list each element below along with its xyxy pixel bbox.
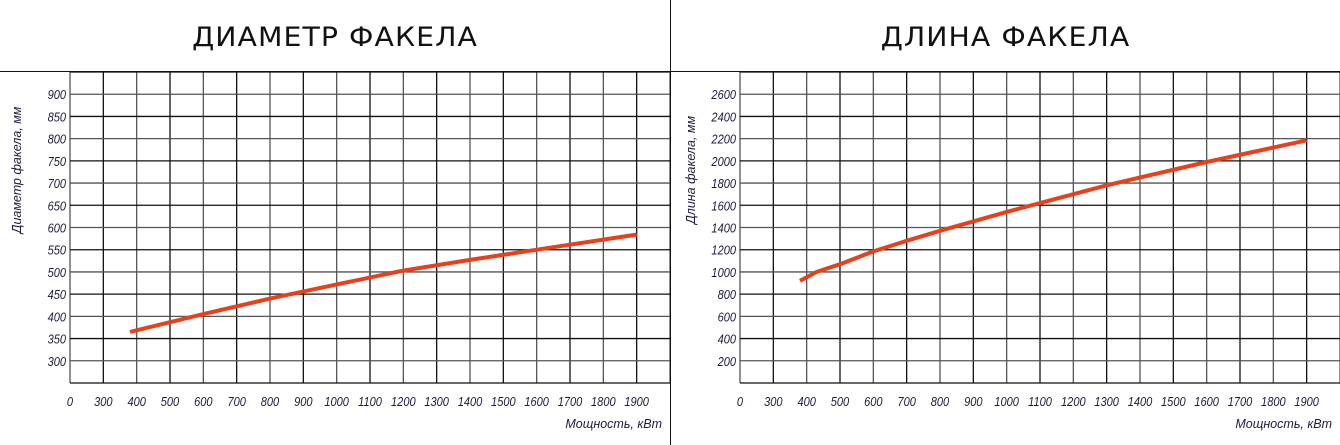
x-axis-label: Мощность, кВт [565,417,662,431]
x-tick-label: 1700 [1228,394,1253,409]
chart-title: ДЛИНА ФАКЕЛА [880,22,1131,53]
y-tick-label: 2400 [711,110,737,125]
x-tick-label: 1200 [391,394,416,409]
x-tick-label: 1500 [1161,394,1186,409]
x-tick-label: 1800 [1261,394,1286,409]
y-tick-label: 1400 [711,221,736,236]
y-tick-label: 2600 [711,87,737,102]
x-tick-label: 300 [764,394,783,409]
x-tick-label: 1400 [458,394,483,409]
chart-diameter: 0 300 400 500 600 700 800 900 1000 1100 1200 1300 14… [10,71,670,431]
chart-title: ДИАМЕТР ФАКЕЛА [192,22,478,53]
y-tick-label: 500 [48,265,67,280]
y-tick-label: 550 [48,243,67,258]
chart-panel-diameter: ДИАМЕТР ФАКЕЛА 0 300 400 500 600 700 800 900 100… [10,22,670,431]
y-tick-label: 1600 [711,198,736,213]
x-tick-label: 1300 [1094,394,1119,409]
x-tick-label: 800 [261,394,280,409]
header-divider [0,71,1340,72]
chart-length: 0 300 400 500 600 700 800 900 1000 1100 1200 1300 14… [684,71,1340,431]
y-tick-label: 600 [718,310,737,325]
y-axis-label: Длина факела, мм [684,116,698,226]
y-tick-label: 1000 [711,265,736,280]
x-tick-label: 900 [294,394,313,409]
y-tick-label: 1800 [711,176,736,191]
x-tick-label: 1200 [1061,394,1086,409]
x-tick-label: 700 [897,394,916,409]
y-tick-label: 750 [48,154,67,169]
y-axis-label: Диаметр факела, мм [10,106,24,235]
x-tick-label: 600 [864,394,883,409]
y-tick-label: 700 [48,176,67,191]
y-tick-label: 2200 [711,132,737,147]
x-tick-label: 1000 [994,394,1019,409]
x-tick-label: 0 [67,394,73,409]
x-axis-label: Мощность, кВт [1235,417,1332,431]
x-tick-label: 400 [797,394,816,409]
x-tick-label: 1300 [424,394,449,409]
y-tick-label: 850 [48,110,67,125]
x-tick-label: 1900 [624,394,649,409]
y-tick-label: 400 [48,310,67,325]
data-line [129,232,637,334]
y-tick-label: 600 [48,221,67,236]
x-tick-label: 800 [931,394,950,409]
x-tick-label: 300 [94,394,113,409]
x-tick-label: 1100 [1028,394,1052,409]
data-line [799,138,1308,283]
x-tick-label: 900 [964,394,983,409]
panel-divider [670,0,671,445]
y-tick-label: 300 [48,354,67,369]
x-tick-label: 1600 [1194,394,1219,409]
y-tick-label: 400 [718,332,737,347]
x-tick-label: 1800 [591,394,616,409]
x-tick-label: 600 [194,394,213,409]
x-tick-label: 500 [161,394,180,409]
x-tick-label: 1000 [324,394,349,409]
x-tick-label: 500 [831,394,850,409]
x-tick-label: 1600 [524,394,549,409]
x-tick-label: 400 [127,394,146,409]
y-tick-label: 800 [718,287,737,302]
x-tick-label: 1400 [1128,394,1153,409]
x-tick-label: 1900 [1294,394,1319,409]
y-tick-label: 200 [717,354,737,369]
y-tick-label: 350 [48,332,67,347]
x-tick-label: 1100 [358,394,382,409]
x-tick-label: 1700 [558,394,583,409]
y-tick-label: 1200 [711,243,736,258]
y-tick-label: 650 [48,198,67,213]
chart-panel-length: ДЛИНА ФАКЕЛА 0 300 400 500 600 700 800 900 1000 1… [671,0,1340,445]
x-tick-label: 0 [737,394,743,409]
y-tick-label: 800 [48,132,67,147]
y-tick-label: 2000 [711,154,737,169]
x-tick-label: 700 [227,394,246,409]
y-tick-label: 900 [48,87,67,102]
x-tick-label: 1500 [491,394,516,409]
y-tick-label: 450 [48,287,67,302]
